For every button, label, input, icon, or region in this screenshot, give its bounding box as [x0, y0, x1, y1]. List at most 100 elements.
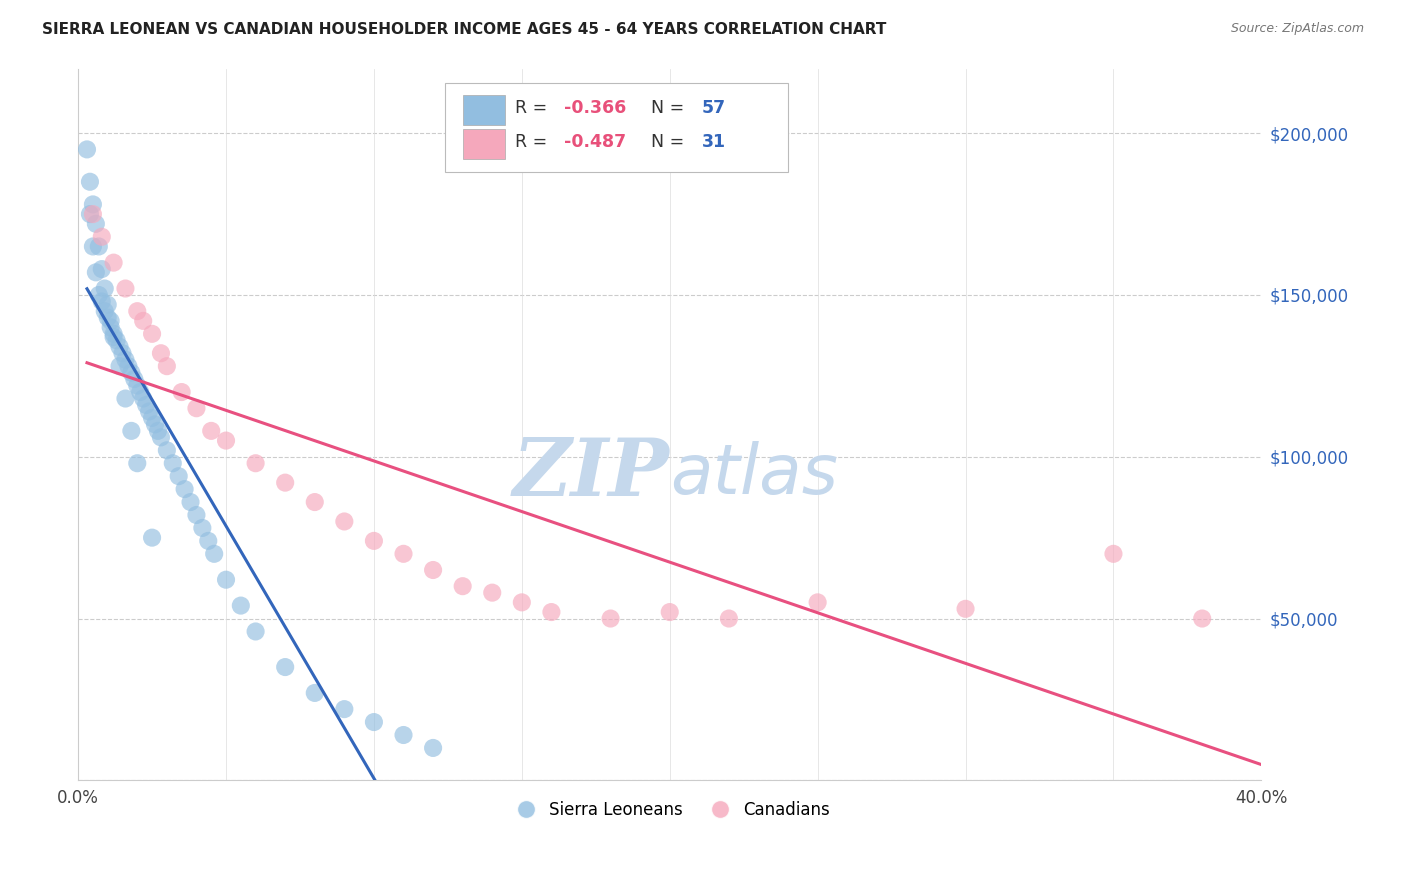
Point — [108, 359, 131, 374]
Point — [200, 424, 222, 438]
Point — [138, 404, 160, 418]
Point — [1191, 611, 1213, 625]
Point — [451, 579, 474, 593]
Point — [274, 660, 297, 674]
Point — [132, 392, 155, 406]
Point — [197, 533, 219, 548]
Point — [156, 359, 179, 374]
Point — [510, 595, 533, 609]
Point — [717, 611, 740, 625]
Text: N =: N = — [651, 99, 689, 117]
Point — [191, 521, 214, 535]
Point — [127, 456, 149, 470]
Point — [245, 624, 267, 639]
Text: SIERRA LEONEAN VS CANADIAN HOUSEHOLDER INCOME AGES 45 - 64 YEARS CORRELATION CHA: SIERRA LEONEAN VS CANADIAN HOUSEHOLDER I… — [42, 22, 887, 37]
Point — [135, 398, 157, 412]
Point — [114, 281, 136, 295]
Point — [90, 229, 112, 244]
Point — [132, 314, 155, 328]
Point — [955, 602, 977, 616]
Point — [87, 288, 110, 302]
Point — [129, 385, 152, 400]
Point — [422, 741, 444, 756]
Point — [304, 495, 326, 509]
Point — [84, 217, 107, 231]
Point — [363, 714, 385, 729]
Text: R =: R = — [515, 99, 553, 117]
Point — [149, 430, 172, 444]
Point — [105, 333, 128, 347]
Point — [97, 298, 120, 312]
Text: atlas: atlas — [669, 441, 838, 508]
Point — [114, 392, 136, 406]
Point — [229, 599, 252, 613]
Point — [180, 495, 202, 509]
Point — [79, 207, 101, 221]
Point — [274, 475, 297, 490]
Point — [141, 326, 163, 341]
Point — [392, 547, 415, 561]
Point — [392, 728, 415, 742]
Point — [114, 352, 136, 367]
Point — [202, 547, 225, 561]
Point — [124, 372, 146, 386]
Point — [658, 605, 681, 619]
Point — [103, 330, 125, 344]
Point — [146, 424, 169, 438]
Point — [215, 434, 238, 448]
Point — [120, 366, 142, 380]
Point — [143, 417, 166, 432]
Point — [141, 411, 163, 425]
Point — [87, 239, 110, 253]
Point — [304, 686, 326, 700]
Point — [82, 239, 104, 253]
Point — [333, 515, 356, 529]
Point — [540, 605, 562, 619]
Text: 31: 31 — [702, 133, 725, 151]
Point — [170, 385, 193, 400]
Text: ZIP: ZIP — [513, 435, 669, 513]
Legend: Sierra Leoneans, Canadians: Sierra Leoneans, Canadians — [503, 794, 837, 825]
Point — [90, 262, 112, 277]
FancyBboxPatch shape — [444, 83, 789, 172]
Point — [103, 326, 125, 341]
Point — [100, 320, 122, 334]
Text: R =: R = — [515, 133, 553, 151]
Point — [76, 142, 98, 156]
Text: Source: ZipAtlas.com: Source: ZipAtlas.com — [1230, 22, 1364, 36]
Point — [117, 359, 139, 374]
Text: -0.487: -0.487 — [564, 133, 627, 151]
FancyBboxPatch shape — [463, 95, 505, 125]
Text: -0.366: -0.366 — [564, 99, 627, 117]
Point — [108, 340, 131, 354]
Point — [141, 531, 163, 545]
Point — [120, 424, 142, 438]
Point — [82, 207, 104, 221]
Point — [93, 281, 115, 295]
Point — [156, 443, 179, 458]
Point — [186, 508, 208, 522]
Point — [127, 378, 149, 392]
Point — [79, 175, 101, 189]
Point — [215, 573, 238, 587]
Point — [807, 595, 830, 609]
Point — [363, 533, 385, 548]
Point — [111, 346, 134, 360]
Point — [422, 563, 444, 577]
Point — [84, 265, 107, 279]
Point — [481, 585, 503, 599]
Text: 57: 57 — [702, 99, 725, 117]
Point — [82, 197, 104, 211]
Point — [162, 456, 184, 470]
Point — [90, 294, 112, 309]
FancyBboxPatch shape — [463, 129, 505, 159]
Point — [127, 304, 149, 318]
Point — [186, 401, 208, 416]
Point — [245, 456, 267, 470]
Point — [103, 255, 125, 269]
Text: N =: N = — [651, 133, 689, 151]
Point — [599, 611, 621, 625]
Point — [100, 314, 122, 328]
Point — [167, 469, 190, 483]
Point — [149, 346, 172, 360]
